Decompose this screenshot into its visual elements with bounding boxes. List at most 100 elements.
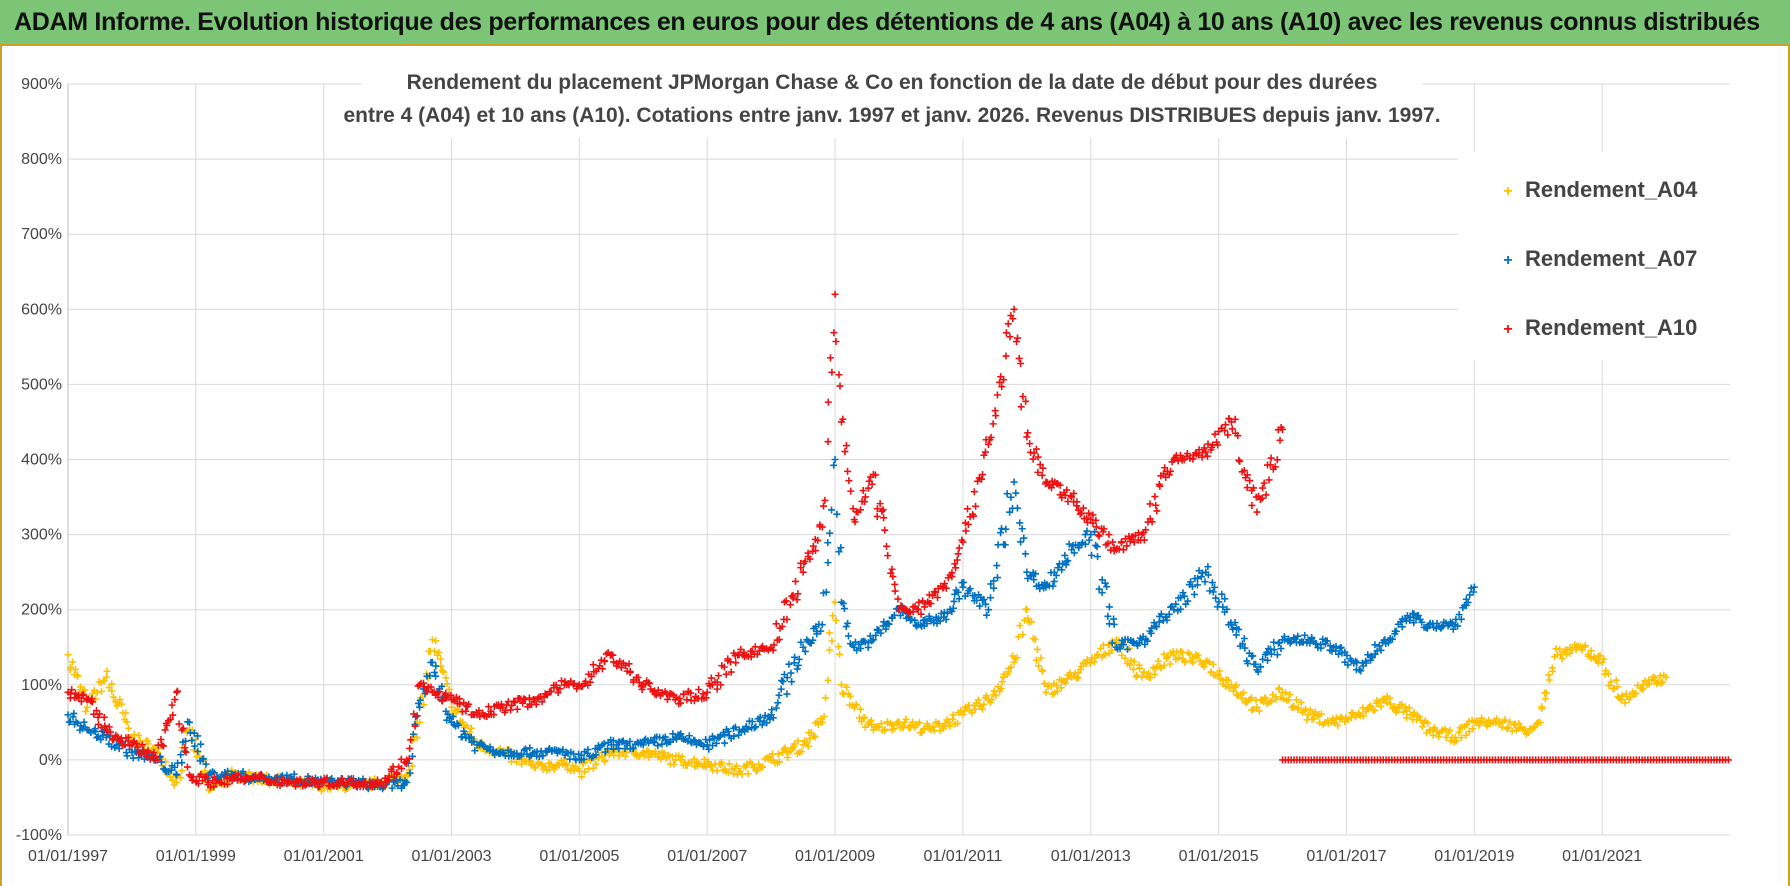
data-point: [1116, 645, 1124, 653]
data-point: [1014, 633, 1022, 641]
x-tick-label: 01/01/2019: [1434, 848, 1514, 865]
data-point: [1033, 645, 1041, 653]
data-point: [1275, 684, 1283, 692]
data-point: [1205, 658, 1213, 666]
data-point: [713, 685, 721, 693]
data-point: [100, 713, 108, 721]
series-Rendement_A04: [64, 598, 1670, 795]
data-point: [257, 771, 265, 779]
chart-title-line-2: entre 4 (A04) et 10 ans (A10). Cotations…: [343, 104, 1440, 127]
data-point: [888, 565, 896, 573]
data-point: [1136, 664, 1143, 672]
data-point: [1101, 579, 1109, 587]
data-point: [541, 763, 549, 771]
data-point: [1179, 589, 1187, 597]
data-point: [942, 584, 950, 592]
data-point: [1306, 706, 1314, 714]
data-point: [1153, 623, 1161, 631]
data-point: [169, 711, 177, 719]
data-point: [239, 768, 247, 776]
data-point: [197, 770, 205, 778]
data-point: [1140, 536, 1148, 544]
data-point: [959, 538, 967, 546]
data-point: [996, 378, 1004, 386]
data-point: [1398, 623, 1406, 631]
data-point: [507, 706, 515, 714]
data-point: [461, 730, 469, 738]
data-point: [1110, 620, 1118, 628]
data-point: [144, 747, 152, 755]
data-point: [1180, 592, 1188, 600]
data-point: [868, 721, 876, 729]
data-point: [1193, 581, 1201, 589]
data-point: [664, 751, 672, 759]
data-point: [1364, 651, 1372, 659]
data-point: [824, 539, 832, 547]
data-point: [783, 674, 791, 682]
data-point: [766, 715, 774, 723]
data-point: [1533, 720, 1541, 728]
data-point: [1377, 646, 1385, 654]
data-point: [581, 768, 589, 776]
chart-title-box: Rendement du placement JPMorgan Chase & …: [343, 66, 1441, 138]
x-tick-label: 01/01/2011: [923, 848, 1002, 865]
x-tick-label: 01/01/2013: [1051, 848, 1131, 865]
data-point: [434, 693, 442, 701]
data-point: [1469, 588, 1477, 596]
data-point: [677, 730, 685, 738]
data-point: [102, 673, 110, 681]
data-point: [1061, 679, 1069, 687]
data-point: [1177, 605, 1185, 613]
data-point: [1189, 455, 1197, 463]
data-point: [80, 718, 88, 726]
data-point: [1200, 444, 1208, 452]
data-point: [750, 724, 758, 732]
data-point: [654, 742, 662, 750]
data-point: [1010, 478, 1018, 486]
data-point: [1614, 693, 1622, 701]
data-point: [475, 707, 483, 715]
data-point: [1100, 525, 1108, 533]
data-point: [826, 529, 834, 537]
data-point: [1024, 429, 1032, 437]
data-point: [1235, 625, 1243, 633]
data-point: [955, 595, 963, 603]
data-point: [718, 758, 726, 766]
data-point: [1034, 453, 1042, 461]
data-point: [824, 438, 832, 446]
data-point: [1259, 655, 1267, 663]
data-point: [1249, 705, 1257, 713]
data-point: [822, 588, 830, 596]
data-point: [1632, 690, 1640, 698]
data-point: [801, 557, 809, 565]
data-point: [1598, 658, 1606, 666]
data-point: [890, 725, 898, 733]
data-point: [1166, 660, 1174, 668]
data-point: [1246, 477, 1254, 485]
data-point: [1023, 568, 1031, 576]
data-point: [1031, 570, 1039, 578]
data-point: [1160, 650, 1168, 658]
data-point: [168, 701, 176, 709]
data-point: [971, 705, 979, 713]
data-point: [1094, 531, 1102, 539]
data-point: [1036, 461, 1044, 469]
data-point: [1160, 662, 1168, 670]
data-point: [79, 690, 87, 698]
data-point: [178, 759, 186, 767]
data-point: [785, 660, 793, 668]
data-point: [993, 562, 1001, 570]
data-point: [847, 487, 855, 495]
data-point: [994, 574, 1001, 582]
data-point: [1039, 464, 1047, 472]
data-point: [1253, 703, 1261, 711]
data-point: [1123, 645, 1131, 653]
data-point: [888, 721, 896, 729]
data-point: [1057, 684, 1065, 692]
data-point: [640, 752, 648, 760]
data-point: [1242, 697, 1250, 705]
data-point: [1265, 476, 1273, 484]
data-point: [856, 705, 864, 713]
data-point: [917, 610, 925, 618]
data-point: [1273, 456, 1281, 464]
